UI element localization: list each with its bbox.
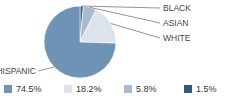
legend-swatch <box>64 85 72 93</box>
legend-swatch <box>4 85 12 93</box>
pie <box>44 6 116 78</box>
leader-line <box>111 23 160 38</box>
pie-slice <box>44 6 116 78</box>
leader-line <box>82 6 160 8</box>
legend-label: 5.8% <box>136 84 157 94</box>
slice-label: ASIAN <box>163 18 189 28</box>
pie-slice <box>80 10 116 43</box>
leader-line <box>38 67 54 71</box>
legend-swatch <box>184 85 192 93</box>
leader-line <box>90 7 160 23</box>
legend-swatch <box>124 85 132 93</box>
slice-label: WHITE <box>163 33 191 43</box>
legend-label: 74.5% <box>16 84 42 94</box>
chart: BLACK ASIAN WHITE HISPANIC 74.5% 18.2% 5.8% 1.5… <box>0 0 240 100</box>
legend-label: 1.5% <box>196 84 217 94</box>
legend: 74.5% 18.2% 5.8% 1.5% <box>4 84 217 94</box>
slice-label: BLACK <box>163 3 191 13</box>
legend-label: 18.2% <box>76 84 102 94</box>
slice-label: HISPANIC <box>0 66 36 76</box>
